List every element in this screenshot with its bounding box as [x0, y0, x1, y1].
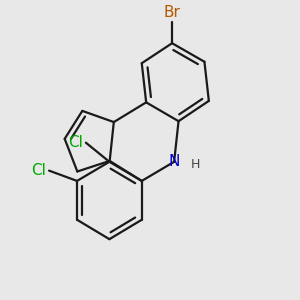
Text: N: N	[168, 154, 180, 169]
Text: H: H	[190, 158, 200, 171]
Text: Cl: Cl	[68, 135, 83, 150]
Text: Cl: Cl	[31, 163, 46, 178]
Text: Br: Br	[164, 5, 181, 20]
